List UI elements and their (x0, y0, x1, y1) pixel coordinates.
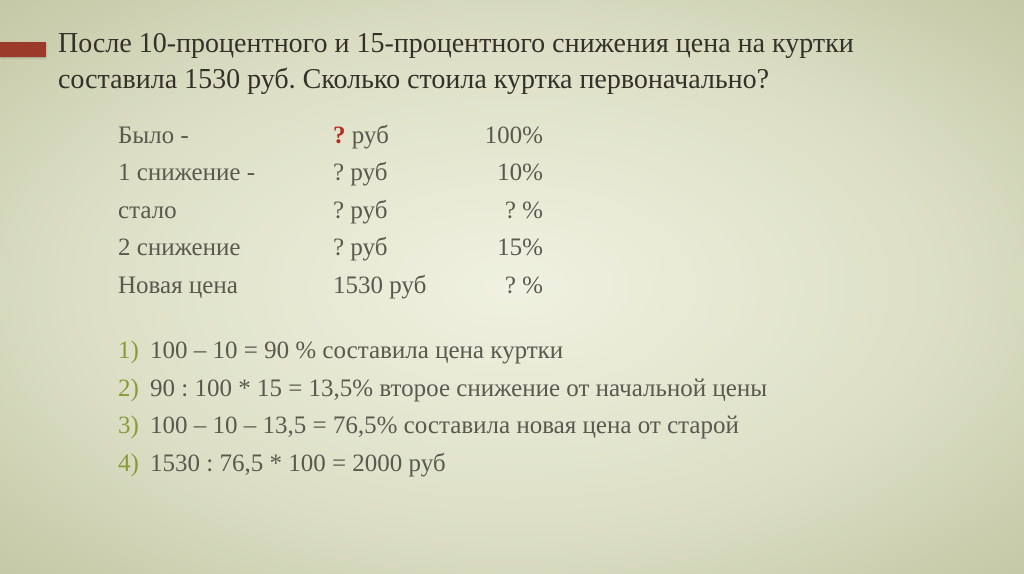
title-line-2: составила 1530 руб. Сколько стоила куртк… (58, 64, 769, 95)
question-mark: ? (333, 234, 344, 261)
accent-bar (0, 42, 46, 57)
row-percent: 10% (453, 154, 543, 192)
unit: руб (344, 159, 387, 186)
question-mark: ? (333, 197, 344, 224)
row-percent: 100% (453, 117, 543, 155)
row-percent: ? % (453, 192, 543, 230)
row-label: 1 снижение - (118, 154, 333, 192)
row-label: стало (118, 192, 333, 230)
unit: руб (383, 272, 426, 299)
solution-steps: 1) 100 – 10 = 90 % составила цена куртки… (118, 332, 974, 482)
row-percent: 15% (453, 229, 543, 267)
table-row: стало ? руб ? % (118, 192, 974, 230)
table-row: Новая цена 1530 руб ? % (118, 267, 974, 305)
step-text: 1530 : 76,5 * 100 = 2000 руб (150, 445, 446, 483)
table-row: 1 снижение - ? руб 10% (118, 154, 974, 192)
table-row: Было - ? руб 100% (118, 117, 974, 155)
step-text: 90 : 100 * 15 = 13,5% второе снижение от… (150, 370, 767, 408)
problem-title: После 10-процентного и 15-процентного сн… (58, 26, 974, 99)
value: 1530 (333, 272, 383, 299)
row-value: ? руб (333, 192, 453, 230)
content: Было - ? руб 100% 1 снижение - ? руб 10%… (58, 117, 974, 483)
unit: руб (346, 122, 389, 149)
row-value: ? руб (333, 154, 453, 192)
step: 3) 100 – 10 – 13,5 = 76,5% составила нов… (118, 407, 974, 445)
row-label: 2 снижение (118, 229, 333, 267)
slide: После 10-процентного и 15-процентного сн… (0, 0, 1024, 574)
table-row: 2 снижение ? руб 15% (118, 229, 974, 267)
row-label: Было - (118, 117, 333, 155)
row-value: ? руб (333, 117, 453, 155)
unit: руб (344, 197, 387, 224)
question-mark: ? (333, 122, 346, 149)
step-text: 100 – 10 – 13,5 = 76,5% составила новая … (150, 407, 739, 445)
step-number: 1) (118, 332, 150, 370)
row-label: Новая цена (118, 267, 333, 305)
step: 2) 90 : 100 * 15 = 13,5% второе снижение… (118, 370, 974, 408)
row-value: ? руб (333, 229, 453, 267)
step: 1) 100 – 10 = 90 % составила цена куртки (118, 332, 974, 370)
row-value: 1530 руб (333, 267, 453, 305)
step-number: 2) (118, 370, 150, 408)
step-number: 3) (118, 407, 150, 445)
step-text: 100 – 10 = 90 % составила цена куртки (150, 332, 563, 370)
title-line-1: После 10-процентного и 15-процентного сн… (58, 28, 854, 59)
question-mark: ? (333, 159, 344, 186)
step-number: 4) (118, 445, 150, 483)
step: 4) 1530 : 76,5 * 100 = 2000 руб (118, 445, 974, 483)
unit: руб (344, 234, 387, 261)
row-percent: ? % (453, 267, 543, 305)
